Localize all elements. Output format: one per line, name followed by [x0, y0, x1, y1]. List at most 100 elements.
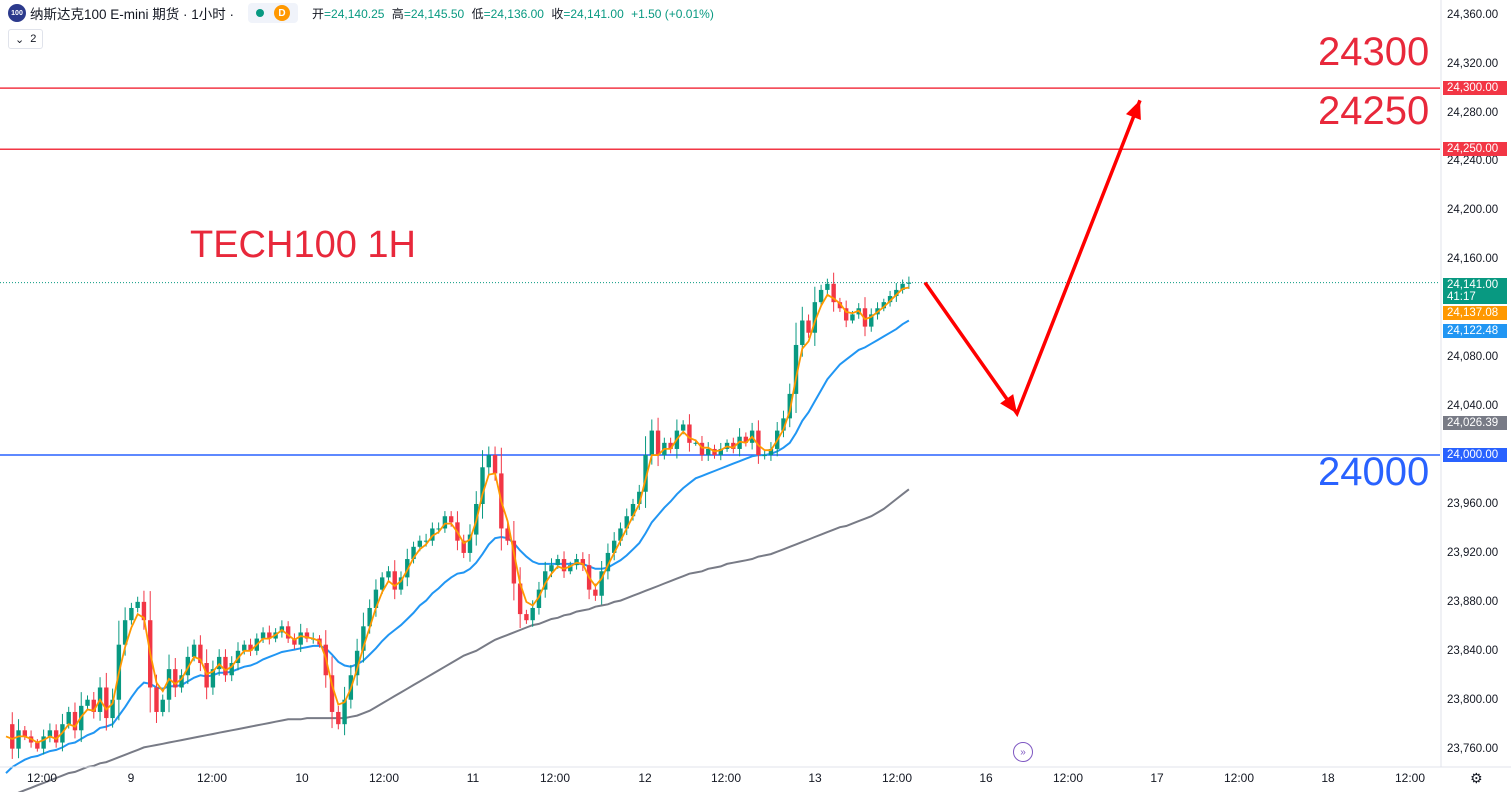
- candle-body: [843, 308, 849, 321]
- candle-body: [568, 565, 573, 572]
- price-tag-value: 24,137.08: [1447, 306, 1499, 319]
- settings-gear-icon[interactable]: ⚙: [1470, 770, 1483, 786]
- x-tick-label: 13: [808, 771, 822, 785]
- horizontal-levels[interactable]: [0, 87, 1440, 456]
- candle-body: [906, 282, 912, 284]
- candle-body: [210, 669, 216, 688]
- candle-body: [72, 711, 78, 731]
- candle-body: [517, 583, 523, 615]
- candle-body: [342, 699, 347, 725]
- candle-body: [198, 644, 203, 664]
- candle-body: [549, 565, 554, 572]
- symbol-title[interactable]: 纳斯达克100 E-mini 期货 · 1小时 ·: [30, 7, 235, 22]
- price-tag-value: 24,122.48: [1447, 324, 1499, 337]
- ema-slow-line: [17, 488, 910, 792]
- candle-body: [204, 663, 209, 688]
- price-tag-value: 24,300.00: [1447, 82, 1499, 95]
- candle-body: [643, 455, 648, 492]
- candle-body: [285, 626, 291, 639]
- y-tick-label: 23,960.00: [1447, 497, 1499, 510]
- annotation-24250[interactable]: 24250: [1318, 89, 1430, 133]
- price-tag: 24,300.00: [1443, 81, 1507, 96]
- candle-body: [718, 448, 723, 456]
- close-value: =24,141.00: [563, 6, 624, 21]
- candle-body: [166, 669, 172, 700]
- candle-body: [524, 614, 529, 621]
- candle-body: [110, 699, 115, 719]
- replay-icon[interactable]: »: [1013, 742, 1033, 762]
- chart-header: 100 纳斯达克100 E-mini 期货 · 1小时 · D 开=24,140…: [0, 0, 718, 26]
- y-tick-label: 24,360.00: [1447, 8, 1499, 21]
- candle-body: [354, 650, 360, 676]
- candle-body: [900, 283, 905, 290]
- close-label: 收: [551, 6, 564, 21]
- candle-body: [781, 418, 786, 431]
- x-tick-label: 12:00: [1223, 771, 1255, 785]
- candle-body: [392, 571, 397, 590]
- candle-body: [267, 632, 272, 639]
- y-tick-label: 24,280.00: [1447, 106, 1499, 119]
- candle-body: [806, 320, 811, 333]
- price-tag: 24,137.08: [1443, 305, 1507, 320]
- candle-body: [630, 503, 636, 517]
- annotation-24300[interactable]: 24300: [1318, 30, 1430, 74]
- y-tick-label: 23,920.00: [1447, 546, 1499, 559]
- candle-body: [837, 302, 843, 309]
- x-tick-label: 12:00: [881, 771, 913, 785]
- indicator-count: 2: [30, 33, 37, 45]
- x-tick-label: 12:00: [1394, 771, 1426, 785]
- candle-body: [417, 540, 423, 547]
- annotation-24000[interactable]: 24000: [1318, 450, 1430, 494]
- candle-body: [122, 620, 128, 645]
- candle-body: [41, 736, 46, 749]
- candle-body: [386, 571, 391, 578]
- candle-body: [448, 516, 454, 523]
- candle-body: [543, 571, 548, 590]
- candle-body: [229, 663, 234, 676]
- candle-body: [35, 742, 40, 749]
- y-tick-label: 24,160.00: [1447, 253, 1499, 266]
- candle-body: [486, 455, 491, 468]
- ema-slow-path: [17, 488, 910, 792]
- indicators-toggle[interactable]: ⌄ 2: [8, 29, 44, 49]
- candle-body: [179, 675, 184, 688]
- candle-body: [793, 344, 799, 394]
- candle-body: [800, 320, 805, 345]
- symbol-logo[interactable]: 100: [8, 4, 26, 22]
- price-tag-value: 24,026.39: [1447, 416, 1499, 429]
- high-label: 高: [391, 6, 404, 21]
- candle-body: [423, 540, 429, 542]
- price-tag-value: 24,250.00: [1447, 143, 1499, 156]
- open-label: 开: [312, 6, 325, 21]
- candle-body: [762, 455, 767, 457]
- candle-body: [743, 436, 749, 443]
- candle-body: [104, 687, 109, 719]
- candle-body: [680, 424, 686, 431]
- candle-body: [361, 626, 366, 651]
- candle-body: [530, 607, 535, 621]
- projection-arrow[interactable]: [923, 99, 1142, 418]
- chart-annotation-title[interactable]: TECH100 1H: [190, 224, 416, 266]
- x-tick-label: 12:00: [539, 771, 571, 785]
- y-tick-label: 24,200.00: [1447, 204, 1499, 217]
- x-tick-label: 12:00: [368, 771, 400, 785]
- change-value: +1.50 (+0.01%): [631, 6, 714, 21]
- candle-body: [655, 430, 661, 456]
- candle-body: [91, 699, 96, 712]
- candle-body: [461, 540, 466, 553]
- candle-body: [706, 448, 711, 456]
- candle-body: [825, 283, 830, 290]
- y-tick-label: 24,080.00: [1447, 351, 1499, 364]
- candle-body: [367, 607, 372, 627]
- candle-body: [768, 448, 774, 456]
- candle-body: [16, 730, 21, 749]
- arrow-head-down: [1000, 394, 1017, 414]
- x-tick-label: 12:00: [26, 771, 58, 785]
- x-tick-label: 17: [1150, 771, 1164, 785]
- candle-body: [260, 632, 266, 639]
- candle-body: [618, 528, 623, 541]
- market-status-pill[interactable]: D: [248, 3, 299, 23]
- candle-body: [373, 589, 379, 608]
- y-tick-label: 24,040.00: [1447, 400, 1499, 413]
